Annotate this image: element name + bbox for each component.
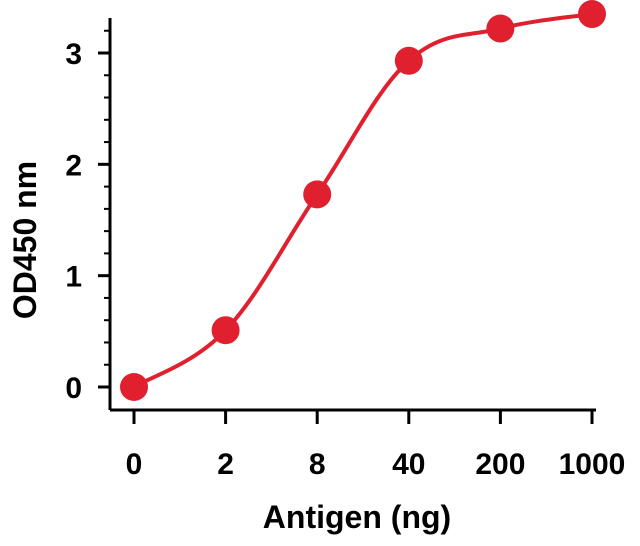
series-line <box>132 12 594 389</box>
x-tick-label: 0 <box>126 448 143 481</box>
y-axis-title: OD450 nm <box>7 161 43 319</box>
x-tick-label: 1000 <box>559 448 626 481</box>
y-tick-label: 1 <box>65 261 82 294</box>
data-point <box>211 316 240 345</box>
tick-labels: 0 1 2 3 0 2 8 40 200 1000 <box>65 38 625 481</box>
data-point <box>578 0 606 29</box>
y-tick-label: 3 <box>65 38 82 71</box>
x-tick-label: 200 <box>475 448 525 481</box>
data-point <box>120 373 148 401</box>
axes <box>108 18 596 412</box>
x-axis-title: Antigen (ng) <box>263 499 451 535</box>
data-series <box>120 0 606 401</box>
data-point <box>486 14 515 43</box>
x-tick-label: 2 <box>217 448 234 481</box>
y-tick-label: 0 <box>65 372 82 405</box>
data-point <box>394 46 423 75</box>
data-point <box>303 180 332 209</box>
y-tick-label: 2 <box>65 149 82 182</box>
axis-ticks <box>98 29 594 424</box>
x-tick-label: 8 <box>309 448 326 481</box>
x-tick-label: 40 <box>392 448 425 481</box>
